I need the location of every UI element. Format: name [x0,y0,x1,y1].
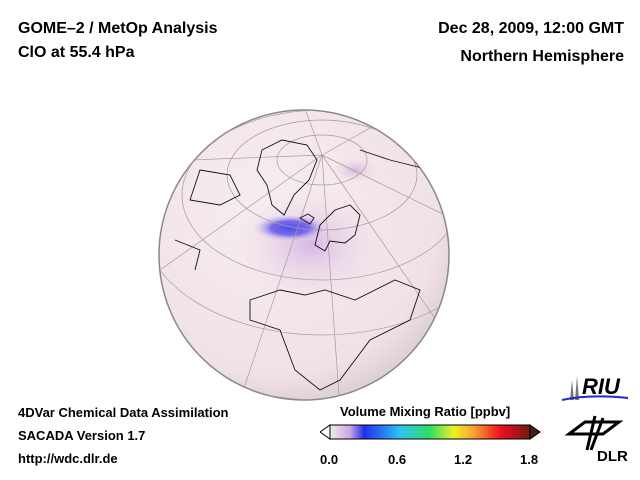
colorbar-over-arrow [529,424,541,440]
colorbar-ramp [329,424,531,440]
riu-logo-text: RIU [582,374,620,399]
graticule [159,110,449,400]
title: GOME–2 / MetOp Analysis [18,20,218,37]
footer-method: 4DVar Chemical Data Assimilation [18,405,229,420]
colorbar-tick: 1.8 [520,452,539,467]
footer-url[interactable]: http://wdc.dlr.de [18,451,118,466]
riu-logo: RIU [560,372,630,406]
footer-version: SACADA Version 1.7 [18,428,146,443]
colorbar [320,424,541,440]
dlr-logo-mark [564,415,624,451]
clo-maximum [252,214,328,242]
dlr-logo-text: DLR [597,448,628,465]
coastlines [174,139,449,391]
region-label: Northern Hemisphere [460,48,624,65]
colorbar-tick: 0.6 [388,452,407,467]
colorbar-tick: 1.2 [454,452,473,467]
dlr-logo: DLR [564,412,635,468]
colorbar-under-arrow [320,424,331,440]
date-label: Dec 28, 2009, 12:00 GMT [438,20,624,37]
species-label: ClO at 55.4 hPa [18,44,135,61]
colorbar-tick: 0.0 [320,452,339,467]
colorbar-title: Volume Mixing Ratio [ppbv] [340,404,511,419]
